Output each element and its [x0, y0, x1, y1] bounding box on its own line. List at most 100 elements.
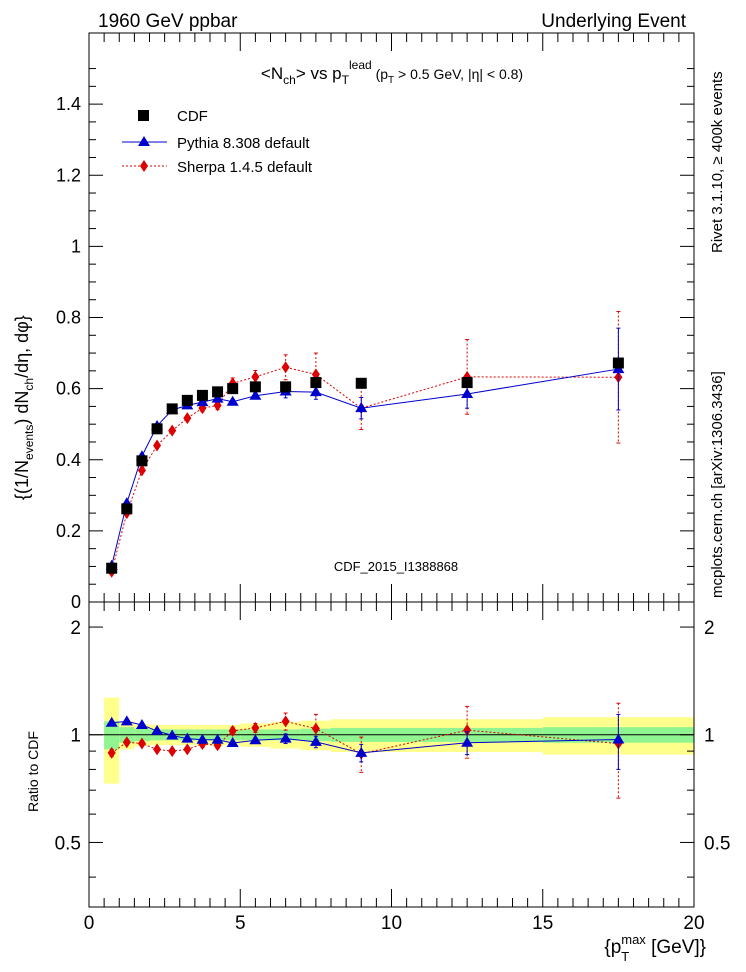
main-y-tick-label: 1.4	[56, 94, 81, 114]
main-ylabel: {(1/Nevents) dNch/dη, dφ}	[12, 315, 36, 500]
main-y-tick-label: 0.6	[56, 379, 81, 399]
cdf-point	[166, 403, 178, 415]
sherpa-ratio-point	[251, 721, 260, 734]
pythia-point	[226, 395, 239, 406]
main-y-tick-label: 1.2	[56, 165, 81, 185]
cdf-point	[106, 562, 118, 574]
pythia-ratio-point	[151, 724, 164, 735]
pythia-ratio-point	[612, 733, 625, 744]
cdf-point	[196, 389, 208, 401]
pythia-ratio-point	[211, 733, 224, 744]
sherpa-ratio-point	[228, 724, 237, 737]
pythia-ratio-point	[120, 715, 133, 726]
ratio-bands	[89, 697, 694, 784]
sherpa-ratio-point	[107, 746, 116, 759]
main-y-tick-label: 0	[71, 592, 81, 612]
ratio-y-tick-label: 2	[70, 618, 81, 639]
ratio-y-tick-label-right: 1	[704, 726, 715, 747]
ratio-y-tick-label: 1	[70, 726, 81, 747]
cdf-point	[612, 357, 624, 369]
main-y-tick-label: 0.8	[56, 308, 81, 328]
ratio-x-axis: 0 5 10 15 20	[84, 602, 705, 934]
sherpa-ratio-point	[281, 715, 290, 728]
cdf-point	[151, 423, 163, 435]
sherpa-point	[137, 464, 146, 477]
cdf-point	[280, 381, 292, 393]
x-tick-label: 20	[683, 913, 704, 934]
ratio-panel: Ratio to CDF 0.5 0.5 1 1 2 2 0 5 10 15 20 {pTmax …	[25, 601, 730, 964]
header-left: 1960 GeV ppbar	[98, 11, 238, 32]
sherpa-point	[168, 424, 177, 437]
x-axis-label: {pTmax [GeV]}	[604, 932, 706, 964]
pythia-ratio-point	[181, 732, 194, 743]
ratio-y-tick-label-right: 2	[704, 618, 715, 639]
header-right: Underlying Event	[541, 11, 686, 32]
pythia-ratio-point	[309, 735, 322, 746]
cdf-point	[461, 377, 473, 389]
ratio-ylabel: Ratio to CDF	[25, 731, 41, 812]
sherpa-point	[281, 361, 290, 374]
cdf-point	[136, 455, 148, 467]
ratio-series-layer	[105, 702, 625, 799]
legend-marker-pythia	[138, 136, 150, 146]
pythia-point	[211, 392, 224, 403]
pythia-ratio-point	[461, 736, 474, 747]
pythia-ratio-point	[279, 732, 292, 743]
pythia-point	[196, 396, 209, 407]
main-series-layer	[105, 310, 625, 578]
legend-label-pythia: Pythia 8.308 default	[177, 135, 310, 152]
pythia-ratio-point	[226, 737, 239, 748]
sherpa-ratio-point	[311, 722, 320, 735]
pythia-ratio-point	[135, 718, 148, 729]
side-text-top: Rivet 3.1.10, ≥ 400k events	[709, 71, 726, 253]
main-y-tick-label: 0.4	[56, 450, 81, 470]
cdf-point	[121, 503, 133, 515]
pythia-ratio-point	[166, 729, 179, 740]
main-y-tick-label: 0.2	[56, 521, 81, 541]
main-panel: <Nch> vs pTlead (pT > 0.5 GeV, |η| < 0.8…	[12, 32, 695, 612]
ratio-y-tick-label: 0.5	[55, 833, 81, 854]
ratio-y-axis: 0.5 0.5 1 1 2 2	[55, 618, 730, 878]
ratio-y-tick-label-right: 0.5	[704, 833, 730, 854]
main-title: <Nch> vs pTlead (pT > 0.5 GeV, |η| < 0.8…	[261, 58, 523, 87]
pythia-point	[309, 386, 322, 397]
cdf-point	[355, 377, 367, 389]
ratio-band-inner	[104, 721, 120, 750]
pythia-point	[249, 389, 262, 400]
pythia-ratio-point	[249, 734, 262, 745]
legend-label-sherpa: Sherpa 1.4.5 default	[177, 159, 313, 176]
pythia-point	[355, 402, 368, 413]
pythia-ratio-point	[105, 716, 118, 727]
x-tick-label: 10	[381, 913, 402, 934]
sherpa-point	[251, 370, 260, 383]
cdf-point	[310, 377, 322, 389]
pythia-ratio-point	[355, 746, 368, 757]
x-tick-label: 15	[532, 913, 553, 934]
sherpa-ratio-point	[153, 743, 162, 756]
main-x-ticks	[88, 33, 695, 602]
x-tick-label: 5	[235, 913, 246, 934]
sherpa-point	[153, 439, 162, 452]
x-tick-label: 0	[84, 913, 95, 934]
cdf-point	[249, 381, 261, 393]
cdf-point	[227, 383, 239, 395]
sherpa-ratio-point	[137, 737, 146, 750]
legend: CDF Pythia 8.308 default Sherpa 1.4.5 de…	[122, 108, 313, 176]
sherpa-ratio-point	[122, 736, 131, 749]
sherpa-ratio-point	[463, 724, 472, 737]
legend-label-cdf: CDF	[177, 108, 208, 125]
cdf-point	[212, 386, 224, 398]
sherpa-ratio-point	[183, 743, 192, 756]
side-text-bottom: mcplots.cern.ch [arXiv:1306.3436]	[709, 371, 726, 598]
sherpa-ratio-point	[168, 745, 177, 758]
sherpa-point	[183, 412, 192, 425]
main-y-axis: 0 0.2 0.4 0.6 0.8 1 1.2 1.4	[56, 68, 694, 612]
watermark: CDF_2015_I1388868	[334, 559, 458, 574]
pythia-ratio-point	[196, 733, 209, 744]
cdf-point	[181, 394, 193, 406]
legend-marker-sherpa	[140, 160, 148, 172]
legend-marker-cdf	[138, 110, 149, 121]
main-y-tick-label: 1	[71, 236, 81, 256]
pythia-point	[461, 387, 474, 398]
